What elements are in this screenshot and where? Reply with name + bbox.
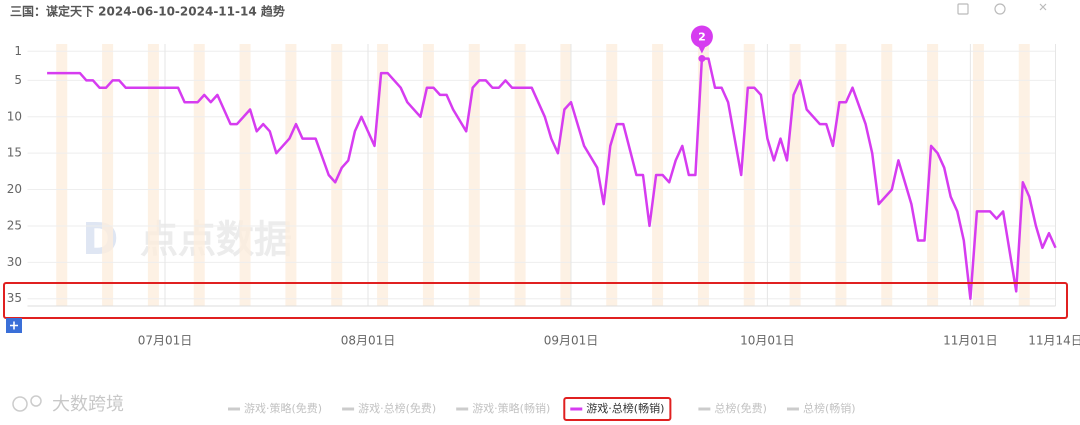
weekend-band xyxy=(560,44,572,306)
x-tick-label: 07月01日 xyxy=(138,334,193,348)
y-tick-label: 15 xyxy=(7,146,22,160)
legend: 大数跨境 游戏·策略(免费) 游戏·总榜(免费) 游戏·策略(畅销) 游戏·总榜(畅销)… xyxy=(12,394,856,421)
watermark-logo xyxy=(30,395,42,407)
icon[interactable] xyxy=(957,3,969,15)
annotation-pin xyxy=(690,25,713,48)
zoom-icon xyxy=(10,321,18,330)
weekend-band xyxy=(789,44,801,306)
weekend-band xyxy=(147,44,159,306)
y-tick-label: 30 xyxy=(7,255,22,269)
legend-label[interactable]: 游戏·策略(免费) xyxy=(244,401,322,415)
x-tick-label: 09月01日 xyxy=(544,334,599,348)
weekend-band xyxy=(927,44,939,306)
series-line xyxy=(47,57,1057,300)
annotation-label: 2 xyxy=(698,31,706,44)
icon[interactable] xyxy=(994,3,1006,15)
icon[interactable] xyxy=(1039,3,1047,11)
x-tick-label: 11月01日 xyxy=(943,334,998,348)
legend-label[interactable]: 总榜(畅销) xyxy=(803,401,856,415)
watermark: 点点数据 xyxy=(140,218,292,262)
x-tick-label: 11月14日 xyxy=(1028,334,1080,348)
y-tick-label: 1 xyxy=(14,44,22,58)
chart-title: 三国：谋定天下 2024-06-10-2024-11-14 趋势 xyxy=(10,4,285,19)
x-tick-label: 10月01日 xyxy=(740,334,795,348)
watermark-logo xyxy=(12,396,28,412)
weekend-band xyxy=(881,44,893,306)
weekend-band xyxy=(56,44,68,306)
top-icons xyxy=(957,3,1047,15)
weekend-band xyxy=(697,44,709,306)
weekend-band xyxy=(102,44,114,306)
legend-label[interactable]: 游戏·总榜(畅销) xyxy=(586,401,664,415)
y-tick-label: 35 xyxy=(7,291,22,305)
highlight-box xyxy=(3,282,1068,319)
weekend-band xyxy=(468,44,480,306)
weekend-band xyxy=(743,44,755,306)
x-tick-label: 08月01日 xyxy=(341,334,396,348)
weekend-band xyxy=(972,44,984,306)
legend-label[interactable]: 游戏·策略(畅销) xyxy=(472,401,550,415)
weekend-band xyxy=(285,44,297,306)
weekend-band xyxy=(193,44,205,306)
legend-label[interactable]: 总榜(免费) xyxy=(714,401,767,415)
y-tick-label: 5 xyxy=(14,73,22,87)
weekend-band xyxy=(422,44,434,306)
weekend-band xyxy=(377,44,389,306)
weekend-band xyxy=(239,44,251,306)
y-tick-label: 25 xyxy=(7,218,22,232)
y-tick-label: 20 xyxy=(7,182,22,196)
weekend-band xyxy=(835,44,847,306)
annotation-point xyxy=(698,55,706,63)
weekend-band xyxy=(606,44,618,306)
weekend-band xyxy=(1018,44,1030,306)
legend-highlight xyxy=(563,397,672,421)
weekend-band xyxy=(514,44,526,306)
y-tick-label: 10 xyxy=(7,109,22,123)
watermark: 大数跨境 xyxy=(52,394,124,415)
weekend-band xyxy=(331,44,343,306)
legend-label[interactable]: 游戏·总榜(免费) xyxy=(358,401,436,415)
